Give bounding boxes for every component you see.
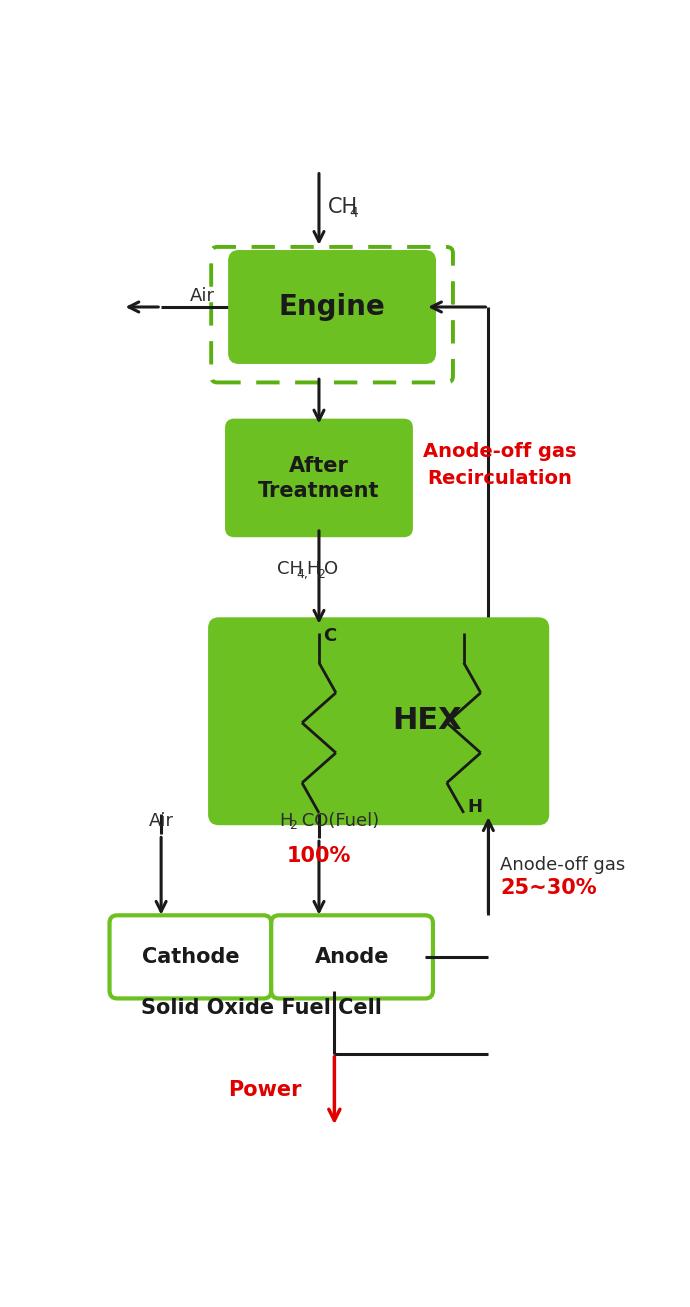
Text: Anode: Anode <box>315 946 389 967</box>
FancyBboxPatch shape <box>208 617 549 825</box>
Text: Anode-off gas
Recirculation: Anode-off gas Recirculation <box>423 442 577 488</box>
Text: Power: Power <box>228 1080 302 1100</box>
Text: 25~30%: 25~30% <box>500 878 597 898</box>
Text: CH: CH <box>328 197 358 217</box>
Text: C: C <box>323 627 336 644</box>
Text: 2: 2 <box>289 819 297 833</box>
Text: Anode-off gas: Anode-off gas <box>500 856 625 874</box>
Text: 2: 2 <box>317 567 325 580</box>
Text: H: H <box>468 799 482 817</box>
FancyBboxPatch shape <box>228 250 436 363</box>
Text: After
Treatment: After Treatment <box>258 456 380 501</box>
Text: H: H <box>279 812 293 830</box>
Text: H: H <box>306 559 320 578</box>
Text: HEX: HEX <box>392 706 462 735</box>
Text: O: O <box>324 559 337 578</box>
FancyBboxPatch shape <box>225 418 413 537</box>
Text: 100%: 100% <box>287 846 351 867</box>
Text: Solid Oxide Fuel Cell: Solid Oxide Fuel Cell <box>141 997 382 1018</box>
FancyBboxPatch shape <box>110 915 271 999</box>
Text: Air: Air <box>148 812 174 830</box>
Text: CO(Fuel): CO(Fuel) <box>296 812 379 830</box>
Text: Air: Air <box>190 288 215 306</box>
Text: Cathode: Cathode <box>141 946 239 967</box>
Text: CH: CH <box>277 559 303 578</box>
Text: 4: 4 <box>350 207 359 220</box>
FancyBboxPatch shape <box>271 915 433 999</box>
Text: Engine: Engine <box>279 293 386 322</box>
Text: 4,: 4, <box>297 567 308 580</box>
